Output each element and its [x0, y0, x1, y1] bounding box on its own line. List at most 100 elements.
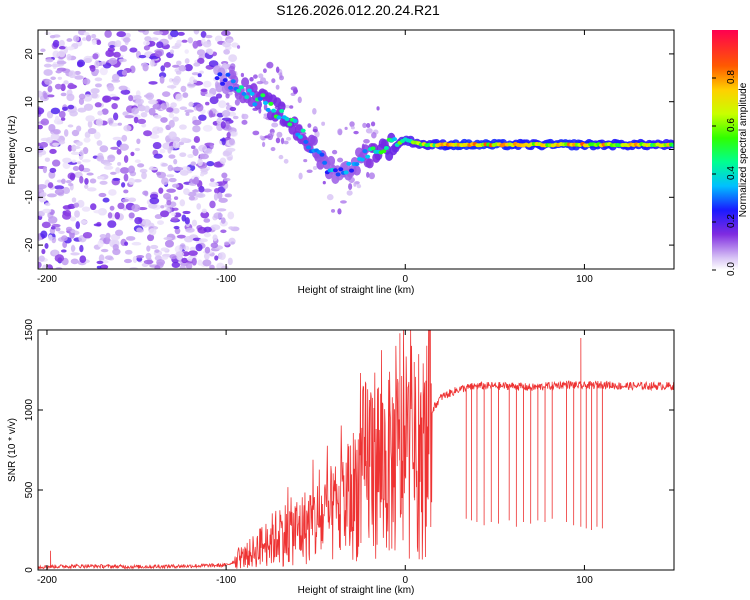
noise-speckle	[44, 243, 49, 249]
ridge-blob	[365, 154, 371, 159]
noise-speckle	[191, 72, 200, 76]
noise-speckle	[110, 146, 119, 150]
noise-speckle	[258, 73, 264, 79]
noise-speckle	[220, 217, 226, 224]
noise-speckle	[58, 110, 66, 118]
noise-speckle	[187, 191, 197, 197]
noise-speckle	[199, 70, 204, 74]
noise-speckle	[185, 227, 195, 233]
noise-speckle	[62, 205, 72, 210]
noise-speckle	[214, 35, 223, 43]
noise-speckle	[198, 144, 208, 152]
noise-speckle	[181, 257, 188, 264]
noise-speckle	[154, 249, 160, 253]
noise-speckle	[148, 203, 158, 209]
noise-speckle	[40, 118, 50, 126]
noise-speckle	[221, 137, 226, 146]
noise-speckle	[349, 121, 355, 128]
noise-speckle	[92, 53, 99, 60]
noise-speckle	[195, 193, 206, 198]
noise-speckle	[193, 62, 201, 67]
snr-marks	[38, 330, 674, 570]
bottom-plot-frame	[37, 329, 675, 571]
noise-speckle	[77, 107, 87, 113]
noise-speckle	[161, 91, 171, 97]
noise-speckle	[58, 39, 65, 48]
noise-speckle	[168, 177, 177, 183]
noise-speckle	[119, 45, 128, 52]
noise-speckle	[94, 60, 100, 69]
colorbar-tick-label: 0.2	[726, 214, 737, 228]
noise-speckle	[174, 227, 181, 235]
noise-speckle	[216, 117, 223, 125]
ridge-blob	[392, 137, 398, 142]
ridge-blob	[260, 93, 266, 98]
noise-speckle	[94, 68, 100, 74]
noise-speckle	[340, 200, 347, 204]
noise-speckle	[184, 235, 194, 243]
noise-speckle	[366, 123, 371, 128]
noise-speckle	[98, 192, 107, 198]
ridge-glow	[309, 135, 318, 146]
ridge-blob	[306, 145, 312, 150]
ridge-blob	[322, 160, 328, 165]
noise-speckle	[150, 37, 159, 41]
noise-speckle	[71, 197, 77, 203]
noise-speckle	[96, 39, 102, 45]
noise-speckle	[107, 154, 116, 163]
noise-speckle	[112, 177, 121, 181]
noise-speckle	[123, 173, 129, 182]
noise-speckle	[192, 148, 199, 157]
noise-speckle	[52, 50, 60, 59]
noise-speckle	[93, 131, 101, 140]
noise-speckle	[93, 223, 102, 227]
noise-speckle	[50, 76, 56, 81]
noise-speckle	[181, 166, 191, 172]
noise-speckle	[179, 124, 187, 130]
noise-speckle	[331, 208, 336, 213]
noise-speckle	[173, 196, 179, 200]
noise-speckle	[230, 131, 237, 137]
noise-speckle	[73, 202, 80, 208]
noise-speckle	[290, 86, 298, 91]
noise-speckle	[146, 245, 151, 252]
noise-speckle	[70, 252, 80, 256]
noise-speckle	[141, 219, 152, 226]
noise-speckle	[203, 218, 211, 223]
noise-speckle	[289, 105, 294, 109]
noise-speckle	[87, 187, 97, 192]
noise-speckle	[219, 157, 227, 164]
noise-speckle	[128, 197, 137, 202]
noise-speckle	[161, 102, 167, 110]
noise-speckle	[275, 137, 281, 144]
noise-speckle	[82, 232, 93, 239]
noise-speckle	[227, 211, 235, 220]
noise-speckle	[158, 187, 164, 194]
noise-speckle	[102, 95, 112, 103]
noise-speckle	[74, 210, 80, 218]
x-tick-label: 0	[402, 274, 408, 285]
noise-speckle	[83, 103, 94, 111]
noise-speckle	[249, 77, 254, 82]
noise-speckle	[203, 80, 212, 88]
heatmap-marks	[38, 30, 674, 269]
noise-speckle	[208, 110, 214, 118]
ridge-blob	[217, 72, 223, 77]
noise-speckle	[218, 100, 227, 109]
noise-speckle	[110, 96, 120, 101]
noise-speckle	[216, 208, 227, 212]
noise-speckle	[121, 134, 128, 142]
noise-speckle	[166, 188, 177, 193]
noise-speckle	[193, 30, 200, 35]
noise-speckle	[69, 110, 78, 117]
noise-speckle	[271, 122, 279, 128]
noise-speckle	[111, 73, 120, 82]
ridge-blob	[276, 115, 282, 120]
noise-speckle	[117, 161, 122, 166]
noise-speckle	[138, 105, 146, 112]
noise-speckle	[39, 141, 49, 148]
noise-speckle	[69, 173, 76, 181]
noise-speckle	[61, 235, 68, 242]
noise-speckle	[366, 171, 370, 178]
noise-speckle	[202, 259, 212, 267]
